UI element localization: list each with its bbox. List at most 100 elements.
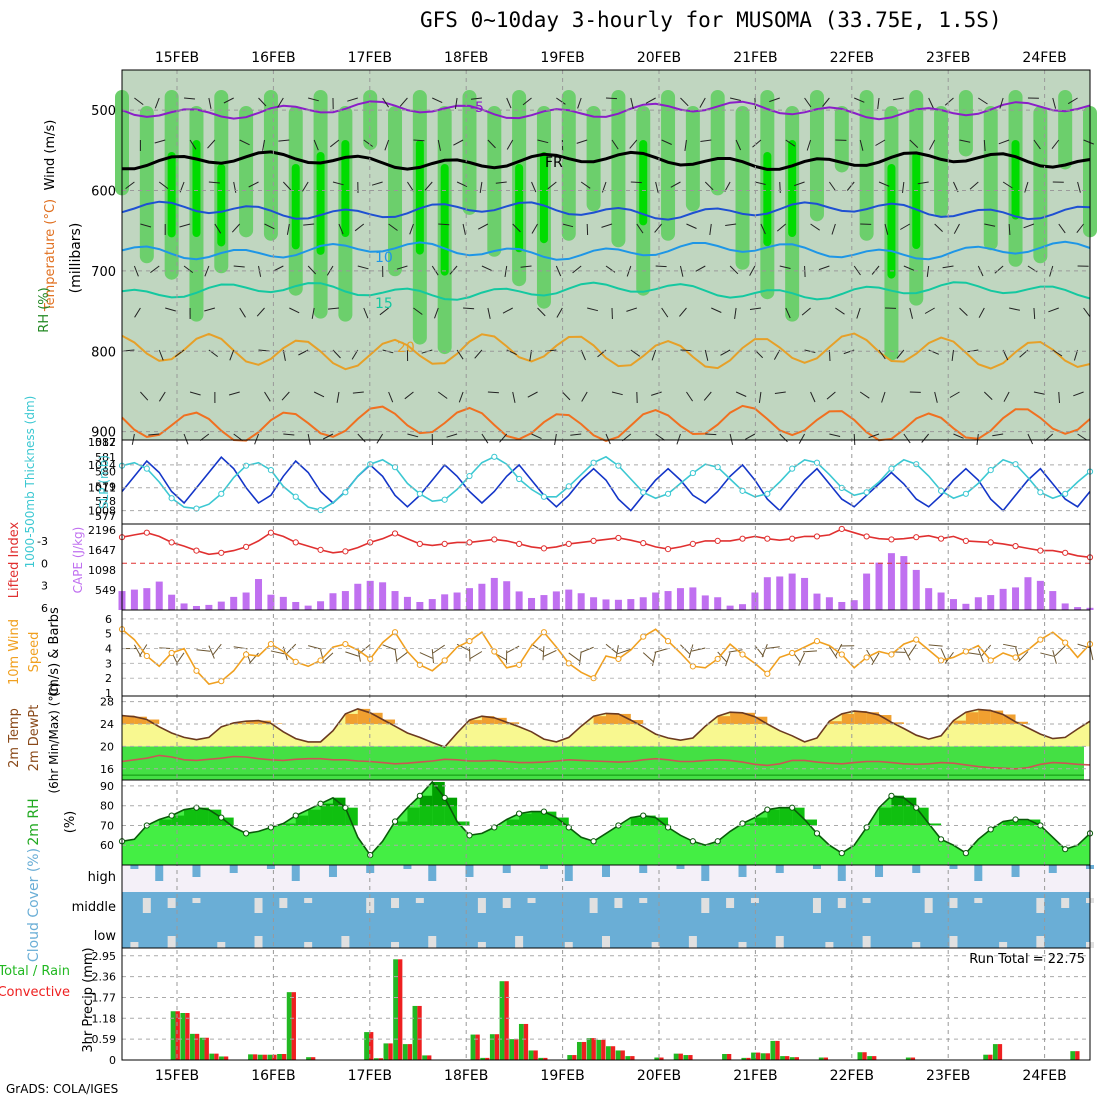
run-total-label: Run Total = 22.75 — [969, 952, 1085, 967]
wind-barb — [556, 307, 563, 318]
rh-line-point — [218, 814, 225, 821]
wind-barb — [951, 349, 954, 361]
wind-barb — [382, 644, 396, 651]
wind-speed-line-point — [243, 651, 250, 658]
lifted-index-line-point — [764, 535, 771, 542]
wind-barb — [944, 97, 954, 106]
rh-line-point — [317, 800, 324, 807]
cape-bar — [279, 596, 287, 610]
wind-barb — [404, 391, 414, 400]
precip-total-bar — [248, 1054, 253, 1060]
wind-barb — [1003, 643, 1017, 648]
rh-blob — [735, 106, 750, 270]
rh-core — [1011, 140, 1020, 220]
cape-bar — [490, 577, 498, 610]
wind-barb — [446, 433, 458, 438]
wind-barb — [131, 433, 135, 445]
precip-total-bar — [509, 1039, 515, 1060]
precip-total-bar — [857, 1052, 863, 1060]
wind-barb — [456, 181, 468, 188]
thickness-line-point — [441, 496, 448, 503]
precip-convective-bar — [784, 1056, 790, 1060]
temp-warm-fill — [854, 711, 867, 724]
wind-barb — [376, 433, 384, 444]
temp-warm-fill — [618, 713, 631, 724]
wind-barb — [531, 181, 537, 193]
wind-barb — [953, 433, 964, 439]
precip-convective-bar — [204, 1037, 209, 1060]
wind-barb — [903, 265, 915, 271]
cape-bar — [465, 588, 473, 610]
lifted-index-line-point — [937, 535, 945, 542]
precip-convective-bar — [910, 1057, 916, 1060]
cape-bar — [788, 573, 796, 610]
wind-barb — [150, 265, 160, 274]
cape-tick: 1647 — [88, 544, 116, 557]
wind-barb — [917, 181, 929, 185]
wind-barb — [477, 223, 489, 230]
wind-barb — [332, 181, 344, 186]
slp-panel-bg — [122, 440, 1090, 524]
li-tick: 0 — [41, 557, 48, 570]
rh-core — [316, 152, 325, 255]
cape-bar — [974, 597, 982, 610]
cape-bar — [242, 592, 250, 610]
wind-speed-line-point — [218, 678, 225, 685]
rh-high-fill — [196, 807, 209, 826]
wind-barb — [1003, 391, 1010, 402]
cape-bar — [552, 591, 560, 610]
contour-label: 10 — [375, 250, 393, 266]
precip-legend-total: Total / Rain — [0, 964, 70, 979]
rh-tick: 90 — [100, 780, 114, 793]
date-label-top: 24FEB — [1022, 50, 1066, 66]
cape-bar — [1061, 603, 1069, 610]
wind-barb — [699, 97, 706, 108]
wind-barb — [804, 265, 806, 278]
wind-barb — [1033, 139, 1041, 150]
wind-barb — [572, 265, 582, 274]
wind-barb — [278, 139, 290, 142]
rh-high-fill — [792, 807, 805, 826]
contour-label: FR — [545, 155, 563, 171]
wind-barb — [438, 223, 450, 226]
date-label-bottom: 21FEB — [733, 1068, 777, 1084]
rh-very-high-fill — [891, 795, 904, 806]
cape-bar — [565, 589, 573, 610]
wind10-axis-label-c: (m/s) & Barbs — [47, 607, 62, 697]
wind-barb — [1083, 139, 1094, 145]
lifted-index-line-point — [516, 540, 523, 547]
wind-speed-line-point — [540, 629, 548, 636]
wind-barb — [846, 181, 855, 191]
cloud-low-gap — [254, 936, 263, 948]
wind-barb — [481, 265, 493, 272]
thickness-line-point — [962, 490, 969, 497]
rh-blob — [685, 106, 700, 212]
wind-barb — [654, 647, 669, 653]
temp-tick: 20 — [100, 740, 114, 753]
rh-high-fill — [630, 817, 644, 826]
wind-barb — [798, 433, 806, 444]
temp-warm-fill — [469, 720, 482, 724]
precip-convective-bar — [485, 1057, 490, 1060]
wind-barb — [785, 139, 796, 147]
wind-barb — [183, 433, 189, 445]
wind-barb — [481, 433, 489, 444]
wind-barb — [504, 265, 508, 277]
wind-speed-line-point — [913, 636, 920, 643]
date-label-bottom: 19FEB — [540, 1068, 584, 1084]
cloud-high-cell — [602, 865, 610, 877]
thickness-line-point — [664, 490, 672, 497]
precip-total-bar — [615, 1050, 621, 1060]
ua-ytick-label: 700 — [91, 265, 116, 280]
precip-convective-bar — [398, 959, 403, 1060]
wind-barb — [407, 433, 419, 438]
cloud-low-gap — [651, 942, 660, 948]
wind-barb — [680, 349, 692, 352]
cape-bar — [528, 597, 536, 610]
cloud-low-gap — [130, 942, 139, 948]
wind-barb — [934, 223, 943, 232]
wind-barb — [204, 307, 216, 312]
rh-blob — [809, 90, 824, 222]
cloud-low-gap — [912, 942, 921, 948]
slp-tick: 1014 — [88, 459, 116, 472]
